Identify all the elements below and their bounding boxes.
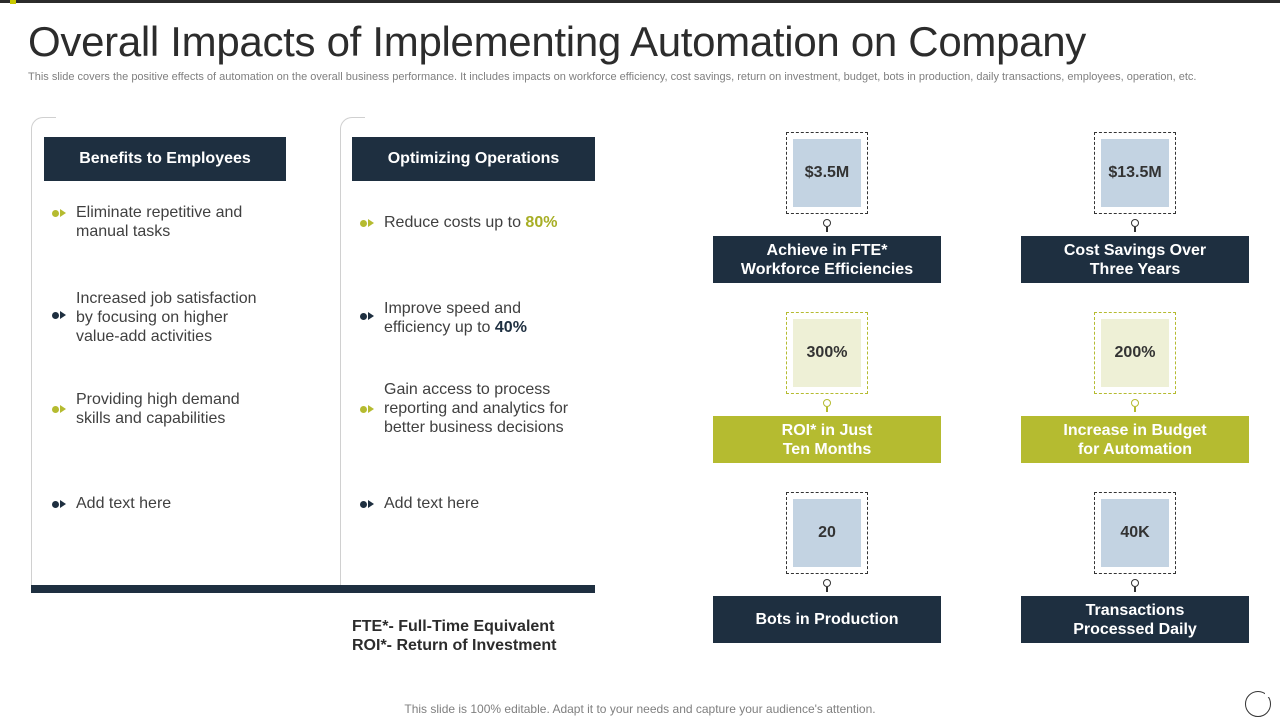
benefit-text-line: value-add activities <box>76 328 213 345</box>
pin-icon <box>1131 219 1139 233</box>
bullet-icon <box>360 499 376 509</box>
operation-text-line: Improve speed and <box>384 300 521 317</box>
metric-bots-frame: 20 <box>786 492 868 574</box>
operation-text-line: better business decisions <box>384 419 564 436</box>
benefit-text-line: Add text here <box>76 495 172 512</box>
metric-label: ROI* in Just Ten Months <box>713 416 941 463</box>
footnotes: FTE*- Full-Time Equivalent ROI*- Return … <box>352 617 556 655</box>
bullet-icon <box>52 310 68 320</box>
roi-footnote: ROI*- Return of Investment <box>352 637 557 654</box>
slide-title: Overall Impacts of Implementing Automati… <box>28 18 1086 65</box>
operation-text-line: reporting and analytics for <box>384 400 569 417</box>
metric-value: 300% <box>793 319 861 387</box>
operation-highlight: 40% <box>494 319 527 336</box>
metric-value: $3.5M <box>793 139 861 207</box>
metric-savings-frame: $13.5M <box>1094 132 1176 214</box>
bullet-icon <box>52 208 68 218</box>
bullet-icon <box>52 404 68 414</box>
operation-text-line: Gain access to process <box>384 381 551 398</box>
metric-value: $13.5M <box>1101 139 1169 207</box>
top-rule <box>0 0 1280 3</box>
metric-transactions-frame: 40K <box>1094 492 1176 574</box>
benefit-text-line: Increased job satisfaction <box>76 290 257 307</box>
pin-icon <box>823 579 831 593</box>
metric-label-line: Increase in Budget <box>1063 421 1207 439</box>
metric-value: 20 <box>793 499 861 567</box>
benefit-text-line: skills and capabilities <box>76 410 226 427</box>
metric-label: Transactions Processed Daily <box>1021 596 1249 643</box>
operation-highlight: 80% <box>525 214 558 231</box>
metric-label-line: Workforce Efficiencies <box>740 260 914 278</box>
benefits-panel-frame <box>31 117 56 588</box>
operation-text-line: Add text here <box>384 495 480 512</box>
metric-label-line: Bots in Production <box>755 611 899 628</box>
metric-label: Achieve in FTE* Workforce Efficiencies <box>713 236 941 283</box>
metric-label-line: Processed Daily <box>1073 620 1197 638</box>
metric-label: Bots in Production <box>713 596 941 643</box>
pin-icon <box>1131 399 1139 413</box>
benefit-text-line: Eliminate repetitive and <box>76 204 243 221</box>
benefit-text-line: by focusing on higher <box>76 309 229 326</box>
operations-header: Optimizing Operations <box>352 137 595 181</box>
benefit-text-line: Providing high demand <box>76 391 240 408</box>
editable-note: This slide is 100% editable. Adapt it to… <box>404 702 876 716</box>
metric-label-line: Three Years <box>1089 260 1181 278</box>
pin-icon <box>823 399 831 413</box>
metric-label-line: for Automation <box>1077 440 1193 458</box>
bullet-icon <box>360 218 376 228</box>
metric-budget-frame: 200% <box>1094 312 1176 394</box>
pin-icon <box>1131 579 1139 593</box>
metric-label-line: ROI* in Just <box>781 421 873 439</box>
metric-label: Cost Savings Over Three Years <box>1021 236 1249 283</box>
operations-panel-frame <box>340 117 365 588</box>
metric-label-line: Transactions <box>1085 601 1185 619</box>
operation-text: efficiency up to <box>384 319 495 336</box>
metric-fte-frame: $3.5M <box>786 132 868 214</box>
metric-value: 200% <box>1101 319 1169 387</box>
bullet-icon <box>52 499 68 509</box>
pin-icon <box>823 219 831 233</box>
metric-label-line: Cost Savings Over <box>1063 241 1207 259</box>
metric-label-line: Achieve in FTE* <box>766 241 888 259</box>
refresh-icon[interactable] <box>1245 689 1273 717</box>
slide-subtitle: This slide covers the positive effects o… <box>28 71 1197 83</box>
top-accent <box>10 0 16 4</box>
metric-label: Increase in Budget for Automation <box>1021 416 1249 463</box>
benefit-text-line: manual tasks <box>76 223 171 240</box>
bullet-icon <box>360 311 376 321</box>
panels-base-bar <box>31 585 595 593</box>
benefits-header: Benefits to Employees <box>44 137 286 181</box>
metric-label-line: Ten Months <box>782 440 872 458</box>
bullet-icon <box>360 404 376 414</box>
metric-value: 40K <box>1101 499 1169 567</box>
operation-text: Reduce costs up to <box>384 214 526 231</box>
fte-footnote: FTE*- Full-Time Equivalent <box>352 618 555 635</box>
metric-roi-frame: 300% <box>786 312 868 394</box>
